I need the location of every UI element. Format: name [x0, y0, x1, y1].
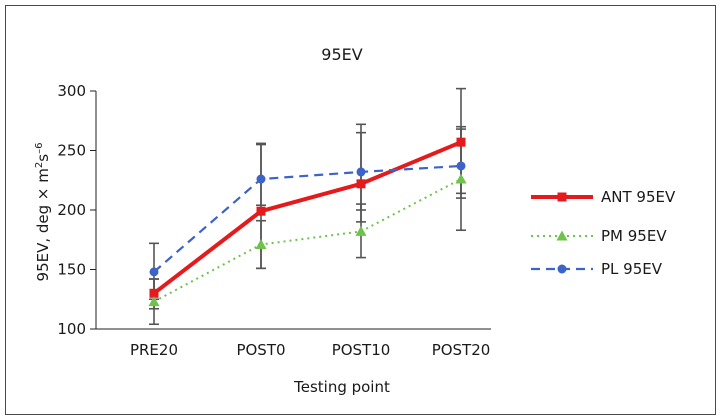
axes: 100 150 200 250 300 PRE20 POST0 POST10 POST20	[57, 82, 491, 359]
data-point	[149, 267, 159, 277]
y-tick-label: 100	[57, 320, 86, 338]
chart-frame: 95EV 100 150 200 250 300 PRE20 POST0 POST10 POST…	[5, 5, 716, 415]
data-point	[356, 167, 366, 177]
legend: ANT 95EV PM 95EV PL 95EV	[531, 188, 676, 278]
legend-swatch-marker	[556, 230, 568, 241]
y-axis-label-sup: 2	[34, 162, 45, 168]
data-point	[255, 239, 267, 250]
data-point	[456, 137, 466, 147]
x-tick-label: POST0	[236, 341, 285, 359]
line-chart: 95EV 100 150 200 250 300 PRE20 POST0 POST10 POST…	[34, 45, 676, 396]
data-point	[256, 174, 266, 184]
x-tick-label: POST10	[332, 341, 391, 359]
y-tick-label: 150	[57, 261, 86, 279]
y-axis-label-unit: s	[34, 154, 52, 162]
legend-label: ANT 95EV	[601, 188, 676, 206]
y-tick-label: 200	[57, 201, 86, 219]
legend-swatch-marker	[557, 192, 567, 202]
data-point	[256, 206, 266, 216]
data-point	[148, 296, 160, 307]
y-axis-label-sup2: –6	[34, 143, 45, 154]
chart-title: 95EV	[321, 45, 362, 64]
series-line-1	[153, 178, 462, 303]
data-point	[355, 225, 367, 236]
legend-label: PM 95EV	[601, 227, 667, 245]
y-axis-label: 95EV, deg × m2s–6	[34, 143, 52, 282]
x-axis-label: Testing point	[293, 378, 390, 396]
data-point	[455, 173, 467, 184]
x-tick-label: POST20	[432, 341, 491, 359]
y-axis-label-main: 95EV, deg × m	[34, 168, 52, 281]
data-point	[356, 179, 366, 189]
series-line-2	[153, 164, 462, 273]
series-line-0	[152, 140, 462, 295]
x-tick-label: PRE20	[130, 341, 178, 359]
error-bars	[149, 87, 466, 326]
data-point	[456, 161, 466, 171]
series-lines	[152, 140, 462, 303]
legend-swatch-marker	[557, 264, 567, 274]
series-markers	[148, 137, 467, 307]
data-point	[149, 288, 159, 298]
y-tick-label: 250	[57, 142, 86, 160]
legend-label: PL 95EV	[601, 260, 663, 278]
y-tick-label: 300	[57, 82, 86, 100]
